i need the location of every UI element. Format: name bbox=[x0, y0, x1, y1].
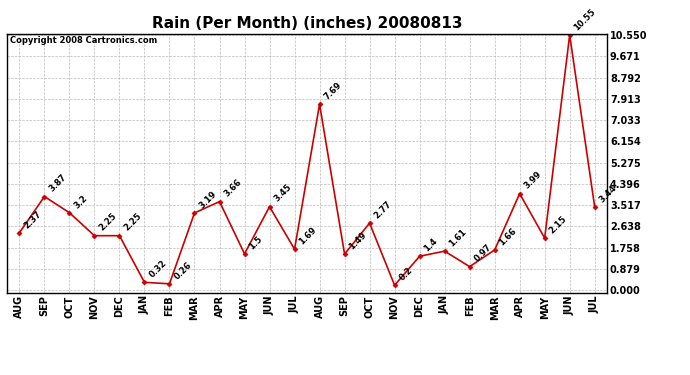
Text: 0.2: 0.2 bbox=[397, 266, 414, 282]
Text: 2.37: 2.37 bbox=[22, 209, 43, 230]
Text: 0.26: 0.26 bbox=[172, 260, 193, 281]
Text: 3.87: 3.87 bbox=[47, 173, 68, 194]
Text: 0.97: 0.97 bbox=[473, 243, 493, 264]
Text: 3.2: 3.2 bbox=[72, 193, 89, 210]
Text: 3.99: 3.99 bbox=[522, 170, 543, 191]
Text: 1.4: 1.4 bbox=[422, 237, 440, 254]
Text: 1.5: 1.5 bbox=[247, 234, 264, 251]
Text: 2.77: 2.77 bbox=[373, 200, 393, 220]
Text: 2.15: 2.15 bbox=[547, 214, 569, 236]
Text: 3.45: 3.45 bbox=[273, 183, 293, 204]
Text: 1.61: 1.61 bbox=[447, 227, 469, 248]
Text: 2.25: 2.25 bbox=[122, 212, 144, 233]
Text: 10.55: 10.55 bbox=[573, 7, 598, 32]
Text: 3.19: 3.19 bbox=[197, 189, 218, 210]
Text: 3.66: 3.66 bbox=[222, 178, 244, 199]
Text: 3.44: 3.44 bbox=[598, 183, 618, 204]
Text: 1.49: 1.49 bbox=[347, 230, 368, 251]
Text: 7.69: 7.69 bbox=[322, 81, 344, 101]
Title: Rain (Per Month) (inches) 20080813: Rain (Per Month) (inches) 20080813 bbox=[152, 16, 462, 31]
Text: 0.32: 0.32 bbox=[147, 259, 168, 280]
Text: 1.66: 1.66 bbox=[497, 226, 519, 247]
Text: 2.25: 2.25 bbox=[97, 212, 119, 233]
Text: 1.69: 1.69 bbox=[297, 225, 318, 246]
Text: Copyright 2008 Cartronics.com: Copyright 2008 Cartronics.com bbox=[10, 36, 157, 45]
